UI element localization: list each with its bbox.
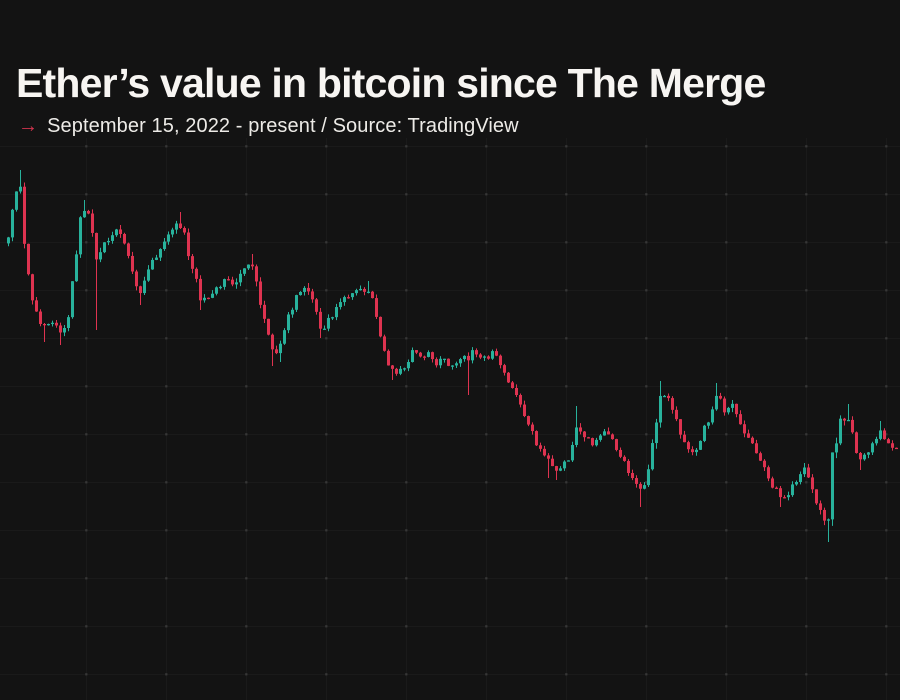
chart-subtitle-text: September 15, 2022 - present / Source: T… (47, 114, 519, 137)
chart-header: Ether’s value in bitcoin since The Merge… (0, 0, 900, 138)
chart-subtitle: → September 15, 2022 - present / Source: … (18, 115, 886, 138)
chart-title: Ether’s value in bitcoin since The Merge (16, 60, 766, 106)
arrow-icon: → (18, 114, 39, 137)
